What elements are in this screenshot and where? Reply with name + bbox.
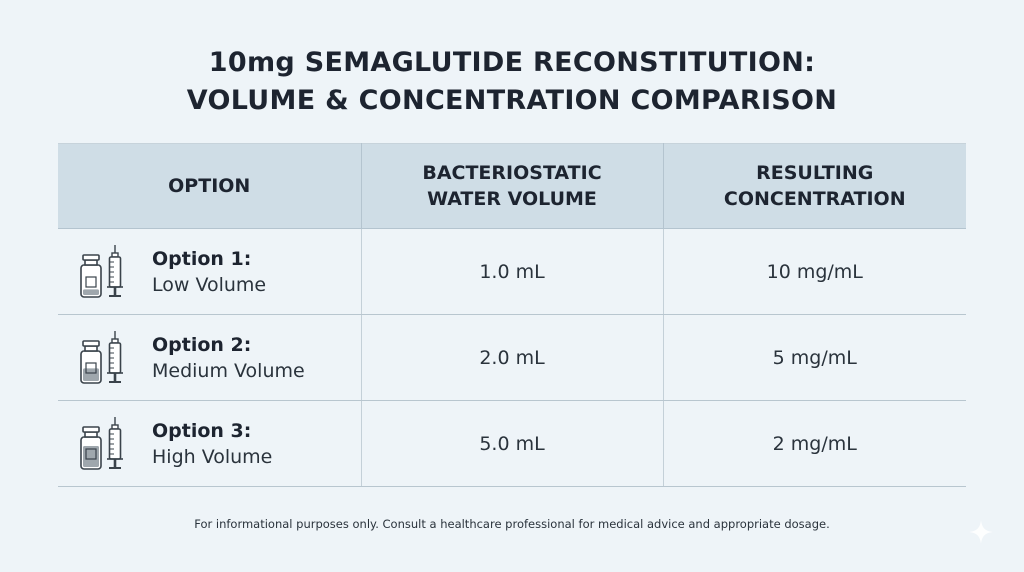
water-volume-cell: 2.0 mL	[360, 314, 663, 401]
vial-syringe-icon	[80, 244, 123, 298]
option-cell: Option 2: Medium Volume	[58, 314, 361, 401]
table-header-row: OPTION BACTERIOSTATIC WATER VOLUME RESUL…	[58, 143, 966, 229]
vial-syringe-icon	[80, 416, 123, 470]
disclaimer-footer: For informational purposes only. Consult…	[194, 517, 830, 531]
option-name: Option 3:	[152, 419, 252, 442]
option-volume-label: Medium Volume	[152, 359, 305, 382]
header-water-volume: BACTERIOSTATIC WATER VOLUME	[360, 143, 664, 229]
concentration-cell: 5 mg/mL	[662, 314, 966, 401]
table-row: Option 1: Low Volume 1.0 mL 10 mg/mL	[58, 228, 966, 315]
vial-syringe-icon	[80, 330, 123, 384]
title-line-2: VOLUME & CONCENTRATION COMPARISON	[186, 85, 838, 116]
title-line-1: 10mg SEMAGLUTIDE RECONSTITUTION:	[208, 47, 816, 78]
page-title: 10mg SEMAGLUTIDE RECONSTITUTION: VOLUME …	[0, 44, 1024, 120]
option-volume-label: High Volume	[152, 445, 273, 468]
option-cell: Option 3: High Volume	[58, 400, 361, 487]
water-volume-cell: 5.0 mL	[360, 400, 663, 487]
table-row: Option 3: High Volume 5.0 mL 2 mg/mL	[58, 400, 966, 487]
concentration-cell: 10 mg/mL	[662, 228, 966, 315]
water-volume-cell: 1.0 mL	[360, 228, 663, 315]
option-volume-label: Low Volume	[152, 273, 267, 296]
option-cell: Option 1: Low Volume	[58, 228, 361, 315]
comparison-table: OPTION BACTERIOSTATIC WATER VOLUME RESUL…	[58, 143, 966, 487]
sparkle-icon	[969, 520, 993, 544]
option-name: Option 2:	[152, 333, 252, 356]
header-concentration: RESULTING CONCENTRATION	[662, 143, 966, 229]
header-option: OPTION	[58, 143, 362, 229]
concentration-cell: 2 mg/mL	[662, 400, 966, 487]
table-row: Option 2: Medium Volume 2.0 mL 5 mg/mL	[58, 314, 966, 401]
option-name: Option 1:	[152, 247, 252, 270]
